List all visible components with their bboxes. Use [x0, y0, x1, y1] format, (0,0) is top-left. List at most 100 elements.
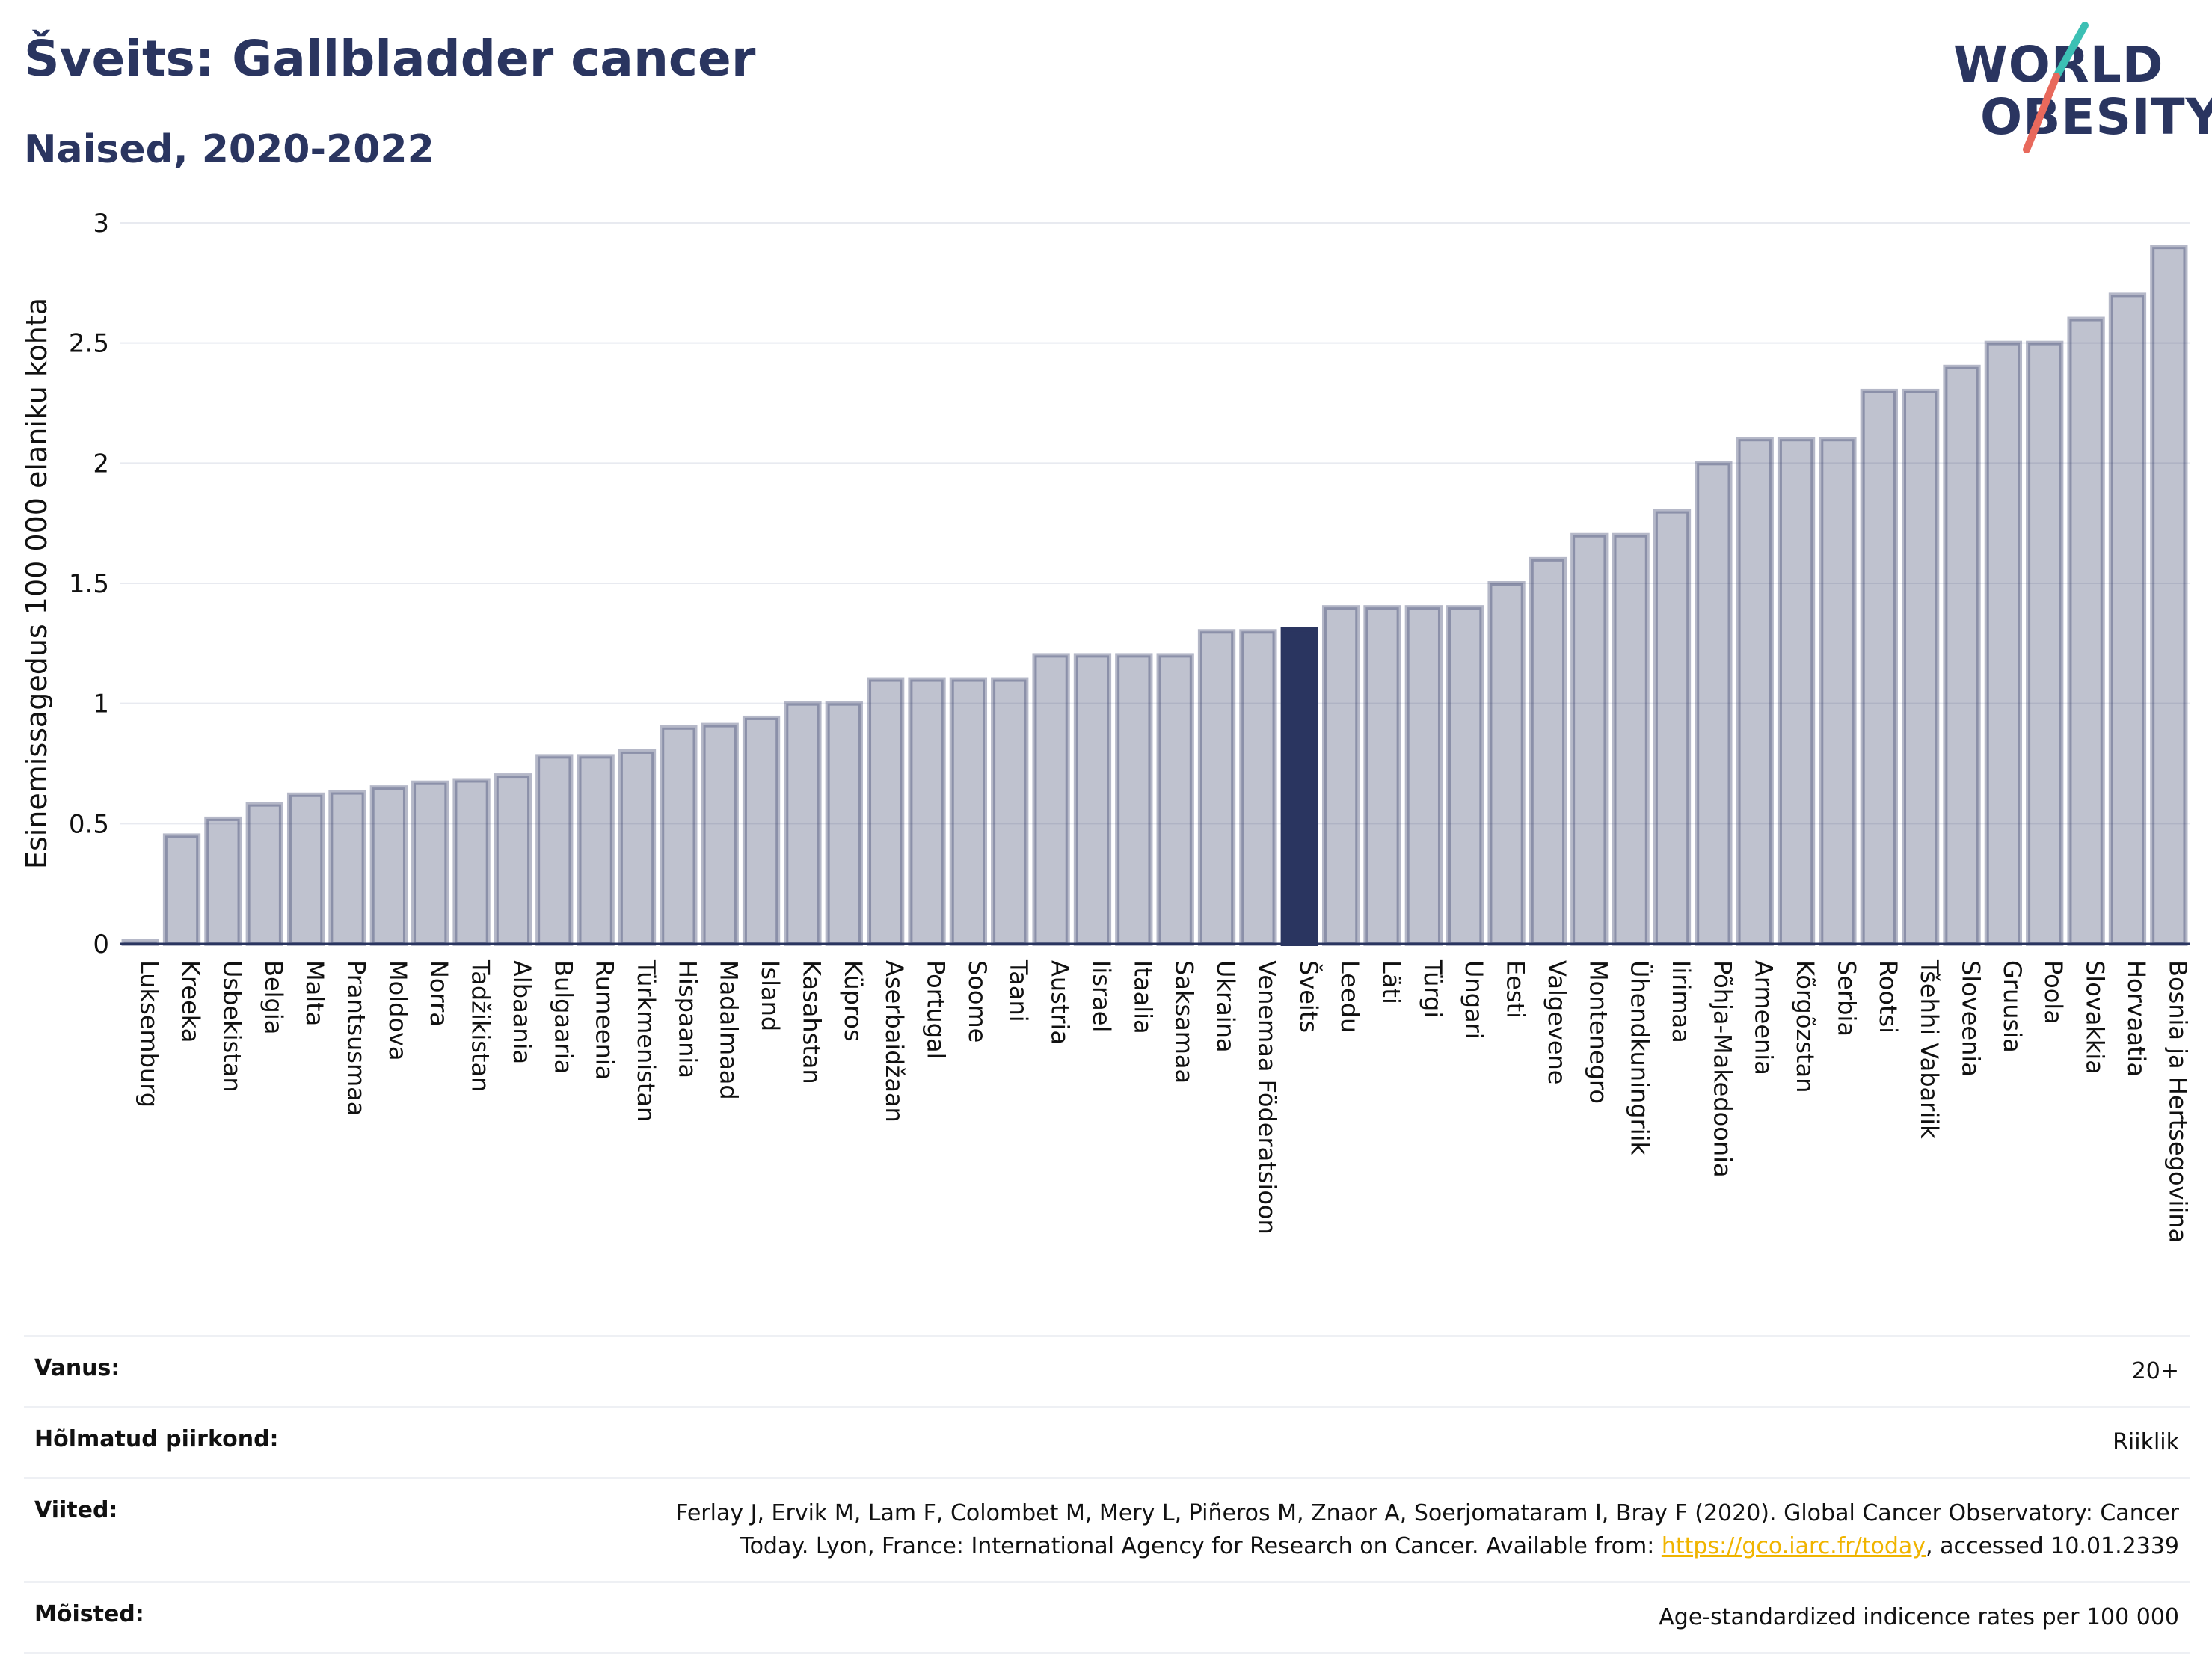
bar-Belgia[interactable] [245, 802, 283, 947]
bar-Rumeenia[interactable] [577, 754, 615, 946]
x-category-label: Iisrael [1087, 960, 1116, 1032]
x-category-label: Moldova [384, 960, 412, 1061]
bar-Island[interactable] [742, 715, 781, 946]
x-category-label: Valgevene [1543, 960, 1571, 1085]
x-category-label: Venemaa Föderatsioon [1253, 960, 1281, 1235]
logo-line2: OBESITY [1980, 88, 2212, 146]
bar-Küpros[interactable] [825, 701, 863, 947]
x-category-label: Šveits [1294, 960, 1324, 1033]
bar-Aserbaidžaan[interactable] [867, 677, 905, 946]
bar-Poola[interactable] [2026, 340, 2064, 946]
bar-Kasahstan[interactable] [784, 701, 822, 947]
bar-Ukraina[interactable] [1197, 629, 1236, 946]
info-value: 20+ [2131, 1358, 2179, 1384]
bar-Ungari[interactable] [1446, 605, 1484, 947]
x-category-label: Portugal [922, 960, 950, 1060]
bar-Šveits[interactable] [1280, 627, 1318, 946]
x-category-label: Ukraina [1211, 960, 1240, 1053]
logo-slash-icon [2023, 22, 2089, 153]
bar-Türkmenistan[interactable] [618, 749, 657, 947]
x-category-label: Horvaatia [2122, 960, 2151, 1077]
y-axis-label: Esinemissagedus 100 000 elaniku kohta [20, 298, 53, 869]
info-value: Age-standardized indicence rates per 100… [1659, 1604, 2179, 1630]
bar-Armeenia[interactable] [1736, 437, 1774, 946]
reference-link[interactable]: https://gco.iarc.fr/today [1661, 1533, 1926, 1559]
bar-Bulgaaria[interactable] [535, 754, 574, 946]
bar-Türgi[interactable] [1404, 605, 1443, 947]
x-category-label: Kõrgõzstan [1791, 960, 1819, 1093]
bar-Põhja-Makedoonia[interactable] [1695, 461, 1733, 946]
x-category-label: Gruusia [1998, 960, 2027, 1053]
bar-Ühendkuningriik[interactable] [1612, 532, 1650, 946]
x-category-label: Taani [1004, 959, 1033, 1022]
x-category-label: Malta [301, 960, 329, 1026]
bar-Taani[interactable] [991, 677, 1029, 946]
x-category-label: Läti [1377, 960, 1405, 1004]
bar-Malta[interactable] [286, 792, 325, 946]
x-category-label: Rumeenia [591, 960, 619, 1080]
bar-Gruusia[interactable] [1984, 340, 2023, 946]
x-category-label: Kreeka [176, 960, 205, 1043]
bar-Iisrael[interactable] [1073, 653, 1112, 947]
x-category-label: Usbekistan [218, 960, 246, 1093]
bar-Horvaatia[interactable] [2108, 292, 2147, 946]
x-category-label: Eesti [1502, 960, 1530, 1019]
bar-Tadžikistan[interactable] [452, 778, 491, 946]
bar-Moldova[interactable] [369, 785, 408, 946]
bar-Montenegro[interactable] [1570, 532, 1609, 946]
bar-Bosnia ja Hertsegoviina[interactable] [2150, 245, 2188, 946]
bar-Läti[interactable] [1363, 605, 1401, 947]
x-category-label: Ühendkuningriik [1626, 960, 1654, 1156]
x-category-label: Prantsusmaa [342, 960, 370, 1116]
x-category-label: Slovakkia [2081, 960, 2110, 1075]
bar-Slovakkia[interactable] [2067, 316, 2105, 946]
bar-chart: 0 0.5 1 1.5 2 2.5 3 Luksemburg Kreeka Usbekistan… [20, 209, 2193, 1243]
info-label: Hõlmatud piirkond: [34, 1426, 279, 1452]
x-axis-labels: Luksemburg Kreeka Usbekistan Belgia Malta Pra… [135, 959, 2193, 1243]
x-category-label: Bulgaaria [549, 960, 577, 1074]
x-category-label: Leedu [1336, 960, 1364, 1033]
bar-Norra[interactable] [411, 780, 449, 946]
info-value: Riiklik [2113, 1429, 2179, 1455]
bar-Usbekistan[interactable] [204, 816, 242, 946]
x-category-label: Aserbaidžaan [880, 960, 909, 1123]
page-title: Šveits: Gallbladder cancer [24, 30, 756, 87]
bar-Itaalia[interactable] [1115, 653, 1153, 947]
info-label: Mõisted: [34, 1601, 144, 1627]
bar-Madalmaad[interactable] [701, 722, 739, 946]
x-category-label: Serbia [1832, 960, 1861, 1037]
x-category-label: Luksemburg [135, 960, 164, 1108]
bar-Portugal[interactable] [908, 677, 946, 946]
x-category-label: Poola [2039, 960, 2068, 1025]
bar-Leedu[interactable] [1321, 605, 1360, 947]
bar-Kreeka[interactable] [162, 833, 201, 947]
bar-Saksamaa[interactable] [1156, 653, 1194, 947]
bar-Iirimaa[interactable] [1653, 509, 1692, 946]
y-tick-label: 0 [93, 930, 109, 959]
reference-line-2-start: Today. Lyon, France: International Agenc… [740, 1533, 1662, 1559]
bar-Soome[interactable] [949, 677, 988, 946]
reference-line-2-end: , accessed 10.01.2339 [1926, 1533, 2179, 1559]
bar-Albaania[interactable] [494, 773, 532, 946]
logo-line1: WORLD [1953, 36, 2164, 93]
bar-Venemaa Föderatsioon[interactable] [1239, 629, 1277, 946]
y-tick-label: 2.5 [69, 329, 109, 359]
info-row-references: Viited: Ferlay J, Ervik M, Lam F, Colomb… [24, 1477, 2190, 1581]
info-row-region: Hõlmatud piirkond: Riiklik [24, 1406, 2190, 1477]
bar-Serbia[interactable] [1819, 437, 1857, 946]
bar-Valgevene[interactable] [1529, 556, 1567, 946]
bar-Austria[interactable] [1032, 653, 1070, 947]
bar-Sloveenia[interactable] [1943, 364, 1981, 946]
bar-Rootsi[interactable] [1860, 388, 1898, 946]
x-category-label: Island [756, 960, 784, 1031]
bar-Prantsusmaa[interactable] [328, 790, 366, 947]
bar-Tšehhi Vabariik[interactable] [1902, 388, 1940, 946]
x-category-label: Norra [425, 960, 453, 1027]
info-table: Vanus: 20+ Hõlmatud piirkond: Riiklik Vi… [24, 1335, 2190, 1654]
y-axis-ticks: 0 0.5 1 1.5 2 2.5 3 [69, 209, 109, 959]
bar-Hispaania[interactable] [660, 725, 698, 946]
x-category-label: Albaania [508, 960, 536, 1064]
bar-Eesti[interactable] [1487, 581, 1526, 946]
x-category-label: Kasahstan [797, 960, 826, 1084]
bar-Kõrgõzstan[interactable] [1777, 437, 1816, 946]
